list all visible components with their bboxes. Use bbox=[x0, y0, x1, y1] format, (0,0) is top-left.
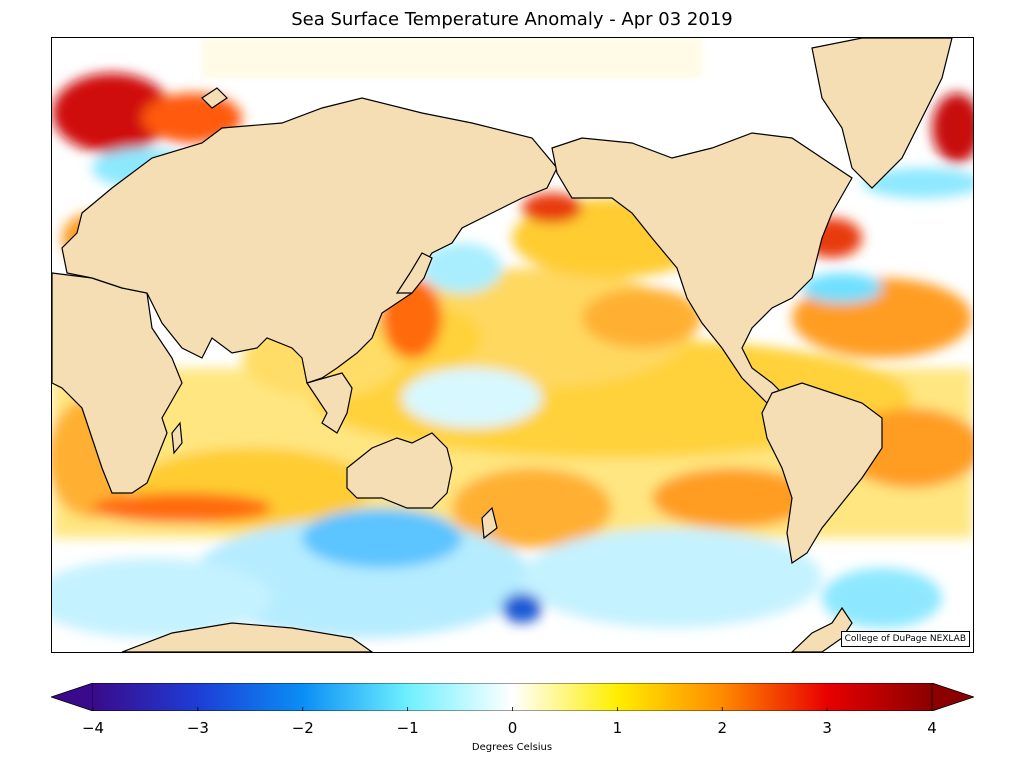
colorbar-extend-low bbox=[51, 683, 94, 711]
japan bbox=[395, 252, 433, 294]
colorbar-label: Degrees Celsius bbox=[471, 742, 553, 753]
colorbar-tick-label: −1 bbox=[396, 719, 419, 737]
colorbar-tick-label: 0 bbox=[507, 719, 518, 737]
colorbar bbox=[51, 683, 974, 711]
colorbar-tick-label: 2 bbox=[717, 719, 728, 737]
colorbar-tick-label: 3 bbox=[822, 719, 832, 737]
land bbox=[52, 38, 953, 652]
antarctica bbox=[121, 622, 374, 652]
colorbar-tick-label: −3 bbox=[186, 719, 209, 737]
colorbar-tick-label: −2 bbox=[291, 719, 314, 737]
north-america bbox=[551, 132, 853, 404]
australia bbox=[346, 432, 453, 509]
eurasia bbox=[61, 97, 558, 384]
south-america bbox=[761, 382, 883, 565]
colorbar-tick-label: 4 bbox=[927, 719, 937, 737]
colorbar-body bbox=[93, 683, 932, 711]
sst-anomaly-map: College of DuPage NEXLAB bbox=[51, 37, 974, 653]
map-title: Sea Surface Temperature Anomaly - Apr 03… bbox=[291, 9, 733, 30]
new-zealand bbox=[481, 506, 498, 540]
colorbar-extend-high bbox=[931, 683, 974, 711]
colorbar-tick-label: 1 bbox=[612, 719, 623, 737]
southeast-asia bbox=[306, 372, 353, 434]
credit-label: College of DuPage NEXLAB bbox=[840, 631, 970, 647]
colorbar-tick-label: −4 bbox=[81, 719, 105, 737]
antarctica-peninsula bbox=[791, 606, 853, 652]
arctic-islands bbox=[201, 87, 228, 109]
greenland bbox=[811, 38, 953, 189]
madagascar bbox=[171, 421, 183, 455]
colorbar-ticks bbox=[92, 707, 933, 711]
